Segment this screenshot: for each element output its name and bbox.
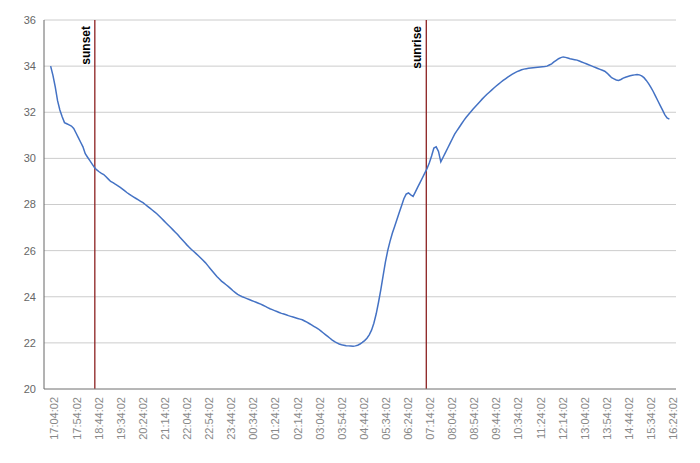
- svg-text:02:14:02: 02:14:02: [292, 397, 304, 440]
- svg-text:22:54:02: 22:54:02: [203, 397, 215, 440]
- svg-text:22: 22: [24, 337, 36, 349]
- svg-text:20:24:02: 20:24:02: [137, 397, 149, 440]
- svg-text:36: 36: [24, 14, 36, 26]
- svg-text:22:04:02: 22:04:02: [181, 397, 193, 440]
- svg-text:26: 26: [24, 245, 36, 257]
- svg-text:10:34:02: 10:34:02: [512, 397, 524, 440]
- svg-text:12:14:02: 12:14:02: [557, 397, 569, 440]
- svg-text:07:14:02: 07:14:02: [424, 397, 436, 440]
- svg-text:18:44:02: 18:44:02: [93, 397, 105, 440]
- svg-text:21:14:02: 21:14:02: [159, 397, 171, 440]
- svg-text:03:54:02: 03:54:02: [336, 397, 348, 440]
- svg-text:sunset: sunset: [79, 26, 93, 65]
- svg-text:23:44:02: 23:44:02: [225, 397, 237, 440]
- svg-text:00:34:02: 00:34:02: [247, 397, 259, 440]
- svg-text:11:24:02: 11:24:02: [535, 397, 547, 439]
- svg-text:19:34:02: 19:34:02: [115, 397, 127, 440]
- svg-text:03:04:02: 03:04:02: [314, 397, 326, 440]
- svg-text:13:54:02: 13:54:02: [601, 397, 613, 440]
- svg-text:14:44:02: 14:44:02: [623, 397, 635, 440]
- svg-text:09:44:02: 09:44:02: [490, 397, 502, 440]
- svg-text:32: 32: [24, 106, 36, 118]
- svg-text:28: 28: [24, 198, 36, 210]
- svg-text:08:04:02: 08:04:02: [446, 397, 458, 440]
- svg-text:34: 34: [24, 60, 36, 72]
- svg-text:17:04:02: 17:04:02: [48, 397, 60, 440]
- svg-text:06:24:02: 06:24:02: [402, 397, 414, 440]
- svg-text:sunrise: sunrise: [410, 26, 424, 69]
- svg-text:13:04:02: 13:04:02: [579, 397, 591, 440]
- svg-text:17:54:02: 17:54:02: [71, 397, 83, 440]
- svg-text:24: 24: [24, 291, 36, 303]
- svg-text:20: 20: [24, 383, 36, 395]
- svg-text:15:34:02: 15:34:02: [645, 397, 657, 440]
- svg-text:04:44:02: 04:44:02: [358, 397, 370, 440]
- svg-text:16:24:02: 16:24:02: [667, 397, 679, 440]
- svg-text:01:24:02: 01:24:02: [269, 397, 281, 440]
- svg-text:05:34:02: 05:34:02: [380, 397, 392, 440]
- svg-text:08:54:02: 08:54:02: [468, 397, 480, 440]
- svg-text:30: 30: [24, 152, 36, 164]
